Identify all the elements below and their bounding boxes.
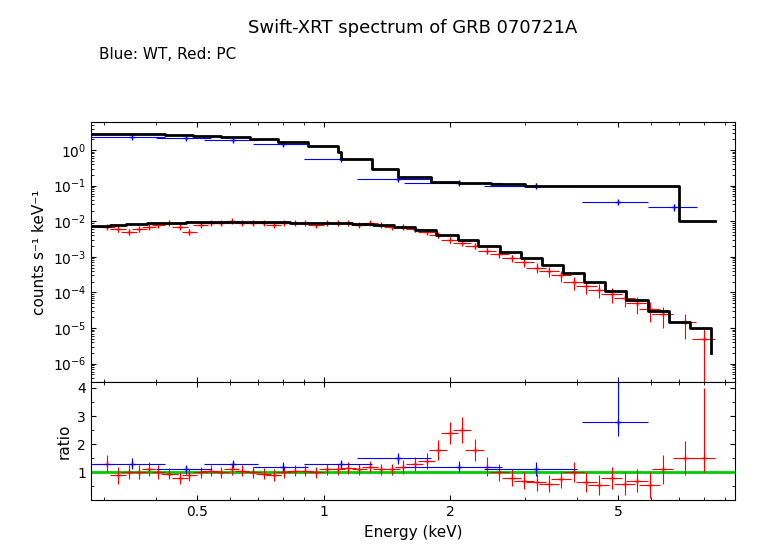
Y-axis label: counts s⁻¹ keV⁻¹: counts s⁻¹ keV⁻¹ (32, 190, 47, 315)
Text: Swift-XRT spectrum of GRB 070721A: Swift-XRT spectrum of GRB 070721A (249, 19, 578, 37)
Y-axis label: ratio: ratio (57, 424, 72, 459)
X-axis label: Energy (keV): Energy (keV) (364, 525, 462, 540)
Text: Blue: WT, Red: PC: Blue: WT, Red: PC (99, 47, 236, 62)
